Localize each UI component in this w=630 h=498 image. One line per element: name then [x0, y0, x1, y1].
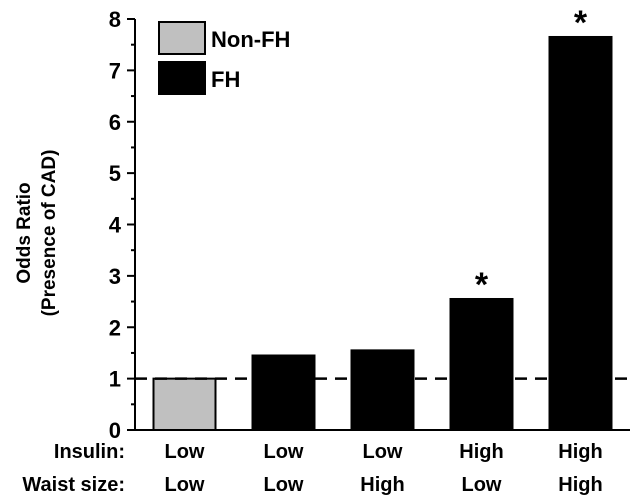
x-tick-label-insulin: High: [558, 441, 602, 463]
x-tick-label-insulin: Low: [264, 441, 304, 463]
y-tick-label: 7: [109, 58, 121, 83]
legend-label: Non-FH: [211, 27, 290, 52]
x-tick-label-waist: Low: [462, 474, 502, 496]
y-tick-label: 3: [109, 264, 121, 289]
y-axis: 0 1 2 3 4 5 6 7 8: [109, 7, 136, 443]
x-tick-label-insulin: Low: [363, 441, 403, 463]
legend-swatch: [158, 21, 206, 55]
y-tick-label: 2: [109, 315, 121, 340]
x-tick-label-waist: Low: [264, 474, 304, 496]
bar: [449, 297, 514, 431]
y-tick-label: 8: [109, 7, 121, 32]
legend: Non-FH FH: [158, 21, 290, 95]
y-axis-title-line2: (Presence of CAD): [39, 150, 60, 317]
y-axis-title-line1: Odds Ratio: [14, 182, 35, 283]
y-tick-label: 6: [109, 110, 121, 135]
legend-label: FH: [211, 67, 240, 92]
bar: [152, 377, 217, 431]
bar: [350, 349, 415, 431]
significance-marker: *: [475, 266, 489, 304]
x-tick-label-insulin: Low: [165, 441, 205, 463]
bar: [251, 354, 316, 432]
legend-swatch: [158, 61, 206, 95]
y-tick-label: 0: [109, 418, 121, 443]
y-tick-label: 5: [109, 161, 121, 186]
bars: **: [135, 4, 630, 432]
row-label-insulin: Insulin:: [54, 441, 125, 463]
y-tick-label: 4: [109, 213, 122, 238]
significance-marker: *: [574, 4, 588, 42]
y-axis-title: Odds Ratio (Presence of CAD): [14, 150, 60, 317]
y-tick-label: 1: [109, 367, 121, 392]
row-label-waist: Waist size:: [22, 474, 125, 496]
x-tick-label-insulin: High: [459, 441, 503, 463]
x-tick-label-waist: High: [558, 474, 602, 496]
x-tick-label-waist: Low: [165, 474, 205, 496]
x-axis: Low Low Low Low Low High High Low High High: [134, 429, 630, 496]
x-tick-label-waist: High: [360, 474, 404, 496]
bar: [548, 35, 613, 431]
